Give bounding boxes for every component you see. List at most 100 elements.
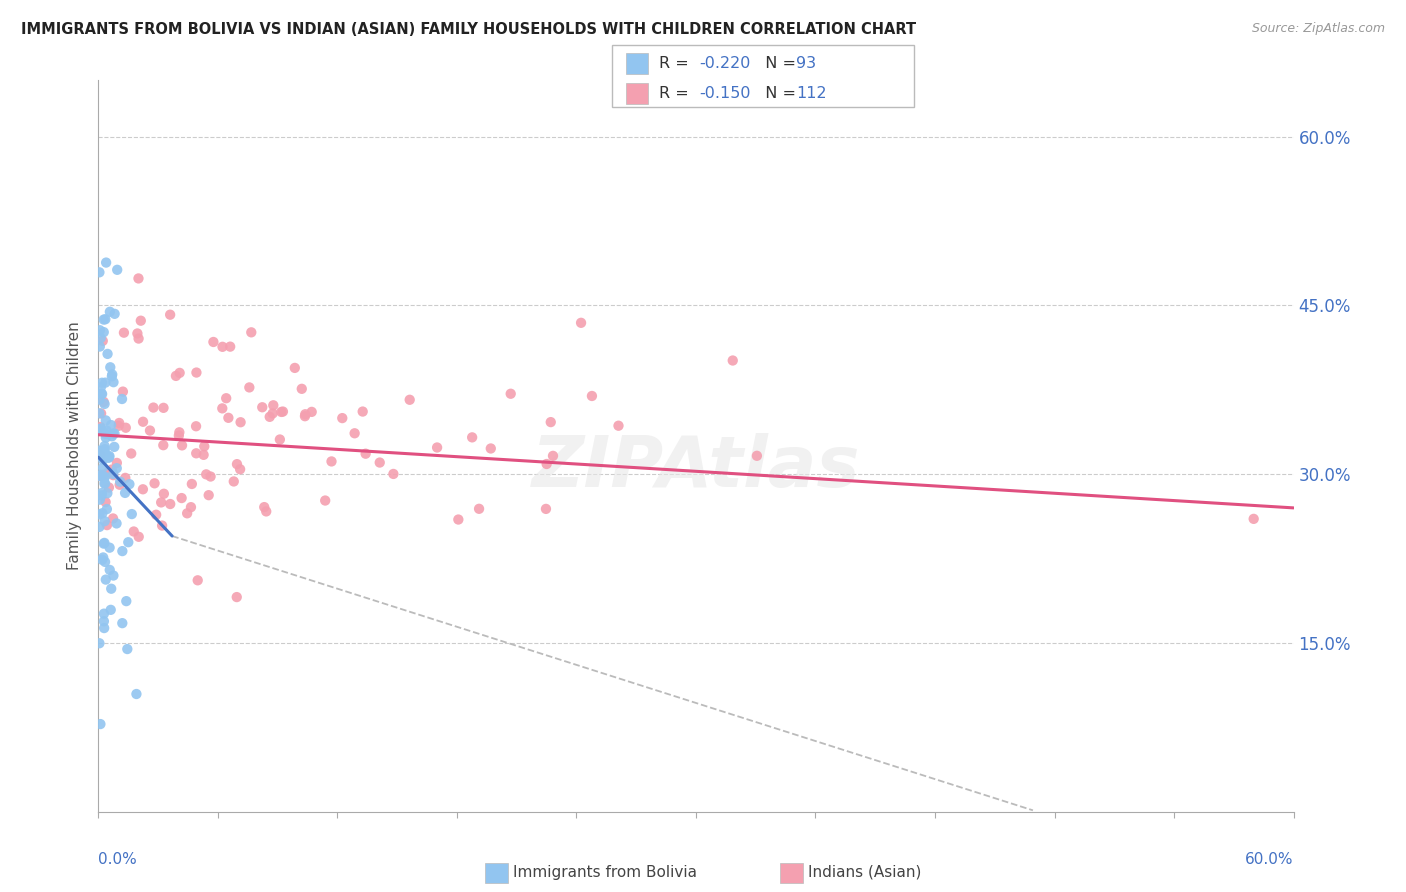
Point <box>270 405 292 419</box>
Text: -0.220: -0.220 <box>699 56 751 70</box>
Point <box>352 404 374 418</box>
Point <box>91 448 114 462</box>
Point <box>176 506 198 520</box>
Text: 112: 112 <box>796 86 827 101</box>
Point <box>93 621 115 635</box>
Point <box>93 439 115 453</box>
Point <box>89 508 111 522</box>
Point <box>534 502 557 516</box>
Point <box>91 453 114 467</box>
Point <box>98 449 121 463</box>
Point <box>93 444 115 458</box>
Point <box>94 255 117 269</box>
Point <box>90 488 112 502</box>
Point <box>186 366 208 380</box>
Point <box>1243 512 1265 526</box>
Point <box>159 497 181 511</box>
Point <box>94 431 117 445</box>
Point <box>97 450 120 465</box>
Text: ZIPAtlas: ZIPAtlas <box>531 434 860 502</box>
Point <box>193 439 215 453</box>
Point <box>159 308 181 322</box>
Text: -0.150: -0.150 <box>699 86 751 101</box>
Point <box>94 495 117 509</box>
Point <box>108 416 131 430</box>
Point <box>93 614 115 628</box>
Point <box>111 544 134 558</box>
Point <box>150 495 173 509</box>
Point <box>105 262 128 277</box>
Point <box>90 467 112 482</box>
Point <box>745 449 768 463</box>
Point <box>93 325 115 339</box>
Point <box>721 353 744 368</box>
Point <box>103 568 125 582</box>
Point <box>90 380 112 394</box>
Point <box>103 440 125 454</box>
Point <box>98 305 121 319</box>
Point <box>91 445 114 459</box>
Point <box>101 426 124 441</box>
Point <box>187 574 209 588</box>
Point <box>321 454 343 468</box>
Point <box>97 481 120 495</box>
Point <box>229 415 252 429</box>
Point <box>461 430 484 444</box>
Point <box>128 332 150 346</box>
Point <box>105 456 128 470</box>
Point <box>94 470 117 484</box>
Point <box>114 421 136 435</box>
Point <box>132 415 155 429</box>
Point <box>96 502 118 516</box>
Text: 0.0%: 0.0% <box>98 852 138 867</box>
Point <box>89 448 111 462</box>
Point <box>98 360 121 375</box>
Point <box>108 477 131 491</box>
Point <box>202 334 225 349</box>
Point <box>94 376 117 390</box>
Point <box>100 603 122 617</box>
Point <box>89 420 111 434</box>
Point <box>468 501 491 516</box>
Point <box>89 520 111 534</box>
Point <box>122 524 145 539</box>
Point <box>197 488 219 502</box>
Text: Indians (Asian): Indians (Asian) <box>808 865 922 880</box>
Point <box>184 419 207 434</box>
Point <box>398 392 420 407</box>
Point <box>368 456 391 470</box>
Point <box>195 467 218 482</box>
Point <box>222 475 245 489</box>
Point <box>291 382 314 396</box>
Point <box>89 422 111 436</box>
Point <box>139 424 162 438</box>
Point <box>89 636 111 650</box>
Point <box>114 471 136 485</box>
Point <box>426 441 449 455</box>
Bar <box>626 83 648 104</box>
FancyBboxPatch shape <box>612 45 914 107</box>
Point <box>91 553 114 567</box>
Point <box>111 392 134 406</box>
Point <box>167 428 190 442</box>
Point <box>91 376 114 390</box>
Point <box>100 462 122 476</box>
Point <box>120 446 142 460</box>
Point <box>91 334 114 348</box>
Point <box>115 594 138 608</box>
Point <box>103 375 125 389</box>
Point <box>211 401 233 416</box>
Text: R =: R = <box>659 56 695 70</box>
Point <box>97 347 120 361</box>
Point <box>142 401 165 415</box>
Point <box>330 411 353 425</box>
Point <box>104 307 127 321</box>
Point <box>125 687 148 701</box>
Point <box>215 391 238 405</box>
Point <box>94 555 117 569</box>
Text: IMMIGRANTS FROM BOLIVIA VS INDIAN (ASIAN) FAMILY HOUSEHOLDS WITH CHILDREN CORREL: IMMIGRANTS FROM BOLIVIA VS INDIAN (ASIAN… <box>21 22 917 37</box>
Point <box>94 442 117 457</box>
Point <box>91 550 114 565</box>
Point <box>152 401 174 415</box>
Point <box>90 331 112 345</box>
